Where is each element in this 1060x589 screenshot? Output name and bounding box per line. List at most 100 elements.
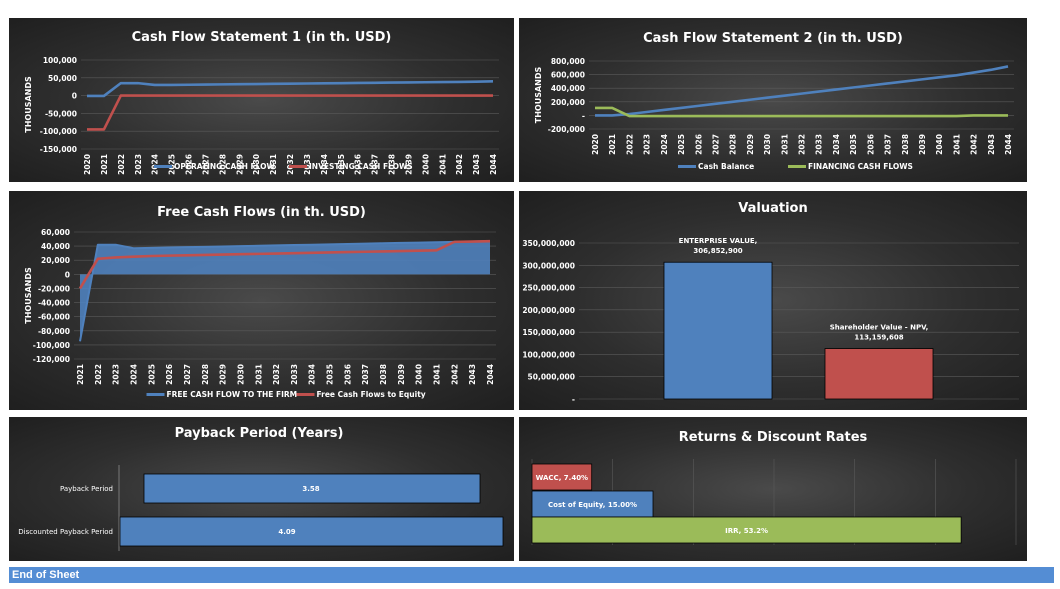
legend-swatch — [296, 393, 315, 396]
x-tick-label: 2033 — [303, 154, 312, 175]
x-tick-label: 2027 — [711, 134, 720, 155]
y-tick-label: 200,000,000 — [522, 306, 575, 315]
x-tick-label: 2029 — [235, 154, 244, 175]
x-tick-label: 2034 — [320, 154, 329, 175]
y-tick-label: 100,000,000 — [522, 350, 575, 359]
chart-title: Cash Flow Statement 2 (in th. USD) — [643, 31, 903, 46]
x-tick-label: 2025 — [147, 364, 156, 385]
x-tick-label: 2038 — [901, 134, 910, 155]
y-tick-label: - — [582, 111, 585, 120]
legend-label: Cash Balance — [698, 162, 754, 171]
x-tick-label: 2039 — [918, 134, 927, 155]
x-tick-label: 2027 — [201, 154, 210, 175]
x-tick-label: 2020 — [83, 154, 92, 175]
bar-value-label: WACC, 7.40% — [536, 474, 588, 482]
legend-label: Free Cash Flows to Equity — [317, 390, 426, 399]
x-tick-label: 2044 — [486, 364, 495, 385]
x-tick-label: 2028 — [218, 154, 227, 175]
x-tick-label: 2043 — [987, 134, 996, 155]
category-label: Discounted Payback Period — [18, 528, 113, 536]
y-axis-title: THOUSANDS — [24, 76, 33, 133]
y-tick-label: -60,000 — [38, 313, 70, 322]
x-tick-label: 2036 — [354, 154, 363, 175]
x-tick-label: 2032 — [798, 134, 807, 155]
x-tick-label: 2044 — [489, 154, 498, 175]
series-line-2 — [87, 94, 493, 131]
chart-title: Cash Flow Statement 1 (in th. USD) — [132, 30, 392, 45]
bar-label: ENTERPRISE VALUE, — [679, 237, 758, 245]
x-tick-label: 2023 — [134, 154, 143, 175]
x-tick-label: 2034 — [308, 364, 317, 385]
x-tick-label: 2021 — [608, 134, 617, 155]
payback-period-chart: Payback Period (Years) 3.58 Payback Period… — [9, 417, 514, 561]
y-tick-label: 800,000 — [551, 57, 585, 66]
y-tick-label: 600,000 — [551, 71, 585, 80]
y-tick-label: -120,000 — [33, 355, 70, 364]
x-tick-label: 2041 — [438, 154, 447, 175]
x-tick-label: 2040 — [935, 134, 944, 155]
bar-value-label: 113,159,608 — [854, 334, 903, 342]
y-tick-label: 300,000,000 — [522, 261, 575, 270]
x-tick-label: 2030 — [236, 364, 245, 385]
series-line-1 — [87, 80, 494, 98]
series-line-2 — [78, 239, 491, 290]
x-tick-label: 2024 — [151, 154, 160, 175]
y-axis-title: THOUSANDS — [24, 267, 33, 324]
bar-1 — [531, 463, 593, 491]
x-tick-label: 2028 — [201, 364, 210, 385]
y-tick-label: -80,000 — [38, 327, 70, 336]
y-tick-label: 400,000 — [551, 84, 585, 93]
x-tick-label: 2041 — [952, 134, 961, 155]
bar-2 — [531, 490, 654, 518]
legend-swatch — [154, 165, 172, 168]
x-tick-label: 2022 — [94, 364, 103, 385]
x-tick-label: 2026 — [165, 364, 174, 385]
x-tick-label: 2027 — [183, 364, 192, 385]
chart-title: Payback Period (Years) — [175, 426, 344, 441]
x-tick-label: 2037 — [884, 134, 893, 155]
y-tick-label: -150,000 — [40, 145, 77, 154]
y-tick-label: 100,000 — [43, 56, 77, 65]
y-tick-label: -20,000 — [38, 284, 70, 293]
bar-1 — [663, 261, 773, 400]
y-axis-title: THOUSANDS — [534, 67, 543, 124]
x-tick-label: 2034 — [832, 134, 841, 155]
x-tick-label: 2031 — [780, 134, 789, 155]
x-tick-label: 2035 — [337, 154, 346, 175]
x-tick-label: 2029 — [746, 134, 755, 155]
series-line-2 — [595, 106, 1008, 118]
x-tick-label: 2022 — [625, 134, 634, 155]
x-tick-label: 2031 — [269, 154, 278, 175]
x-tick-label: 2039 — [397, 364, 406, 385]
x-tick-label: 2026 — [185, 154, 194, 175]
bar-3 — [531, 516, 962, 544]
x-tick-label: 2037 — [371, 154, 380, 175]
x-tick-label: 2029 — [219, 364, 228, 385]
legend-swatch — [289, 165, 307, 168]
x-tick-label: 2040 — [421, 154, 430, 175]
chart-svg: Payback Period (Years) 3.58 Payback Period… — [18, 426, 504, 551]
x-tick-label: 2024 — [129, 364, 138, 385]
end-of-sheet-bar: End of Sheet — [9, 567, 1054, 583]
chart-svg: Returns & Discount Rates WACC, 7.40% Cost … — [531, 430, 1017, 545]
x-tick-label: 2033 — [815, 134, 824, 155]
bar-label: Shareholder Value - NPV, — [830, 324, 929, 332]
chart-title: Returns & Discount Rates — [679, 430, 868, 445]
x-tick-label: 2021 — [76, 364, 85, 385]
y-tick-label: -40,000 — [38, 299, 70, 308]
bar-value-label: 4.09 — [278, 528, 295, 536]
bar-value-label: 306,852,900 — [693, 247, 742, 255]
chart-svg: Cash Flow Statement 2 (in th. USD) - 200,0… — [534, 31, 1014, 171]
category-label: Payback Period — [60, 485, 113, 493]
x-tick-label: 2033 — [290, 364, 299, 385]
bar-1 — [143, 473, 481, 504]
chart-svg: Free Cash Flows (in th. USD) -120,000 -100… — [24, 205, 496, 399]
x-tick-label: 2041 — [433, 364, 442, 385]
x-tick-label: 2040 — [415, 364, 424, 385]
chart-title: Free Cash Flows (in th. USD) — [157, 205, 366, 220]
y-tick-label: - — [572, 395, 575, 404]
bar-value-label: IRR, 53.2% — [725, 527, 768, 535]
y-tick-label: 200,000 — [551, 98, 585, 107]
x-tick-label: 2023 — [112, 364, 121, 385]
y-tick-label: -50,000 — [45, 109, 77, 118]
